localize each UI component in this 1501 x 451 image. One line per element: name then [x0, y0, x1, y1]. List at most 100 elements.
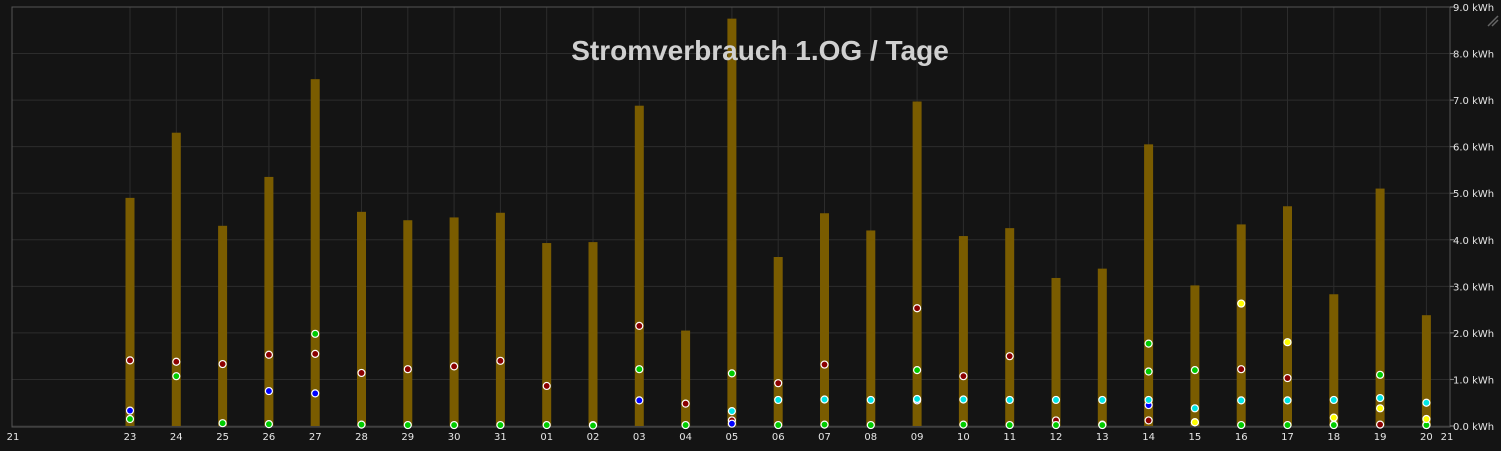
- data-point: [1098, 420, 1107, 430]
- data-point: [774, 420, 783, 430]
- data-point: [820, 395, 829, 404]
- bar: [727, 18, 737, 427]
- x-tick-label: 29: [401, 432, 414, 443]
- data-point: [1375, 393, 1385, 403]
- data-point: [1422, 398, 1431, 407]
- x-tick-label: 05: [726, 432, 739, 443]
- data-point: [218, 359, 227, 369]
- data-point: [1144, 416, 1153, 425]
- x-tick-label: 16: [1235, 432, 1248, 443]
- data-point: [125, 414, 135, 424]
- x-tick-label: 08: [864, 432, 877, 443]
- bar: [1190, 285, 1200, 426]
- y-tick-label: 3.0 kWh: [1453, 282, 1494, 293]
- data-point: [866, 420, 875, 430]
- points: [125, 299, 1431, 430]
- x-tick-label: 14: [1142, 432, 1155, 443]
- bar: [1144, 144, 1154, 427]
- y-tick-label: 0.0 kWh: [1453, 422, 1494, 433]
- data-point: [820, 360, 829, 369]
- data-point: [912, 304, 922, 313]
- data-point: [1375, 370, 1385, 379]
- data-point: [1422, 414, 1431, 424]
- x-tick-label: 10: [957, 432, 970, 443]
- bar: [1097, 268, 1107, 426]
- x-tick-label: 25: [216, 432, 229, 443]
- data-point: [1144, 395, 1153, 405]
- bar: [495, 212, 505, 426]
- data-point: [1237, 299, 1246, 308]
- data-point: [959, 395, 968, 404]
- data-point: [172, 372, 181, 381]
- bar: [125, 197, 135, 426]
- data-point: [264, 420, 273, 429]
- data-point: [1283, 338, 1292, 347]
- x-tick-label: 31: [494, 432, 507, 443]
- data-point: [1329, 420, 1338, 430]
- data-point: [1237, 396, 1246, 405]
- data-point: [1051, 420, 1061, 430]
- bar: [171, 132, 181, 426]
- data-point: [1237, 365, 1246, 374]
- data-point: [357, 420, 366, 429]
- bar: [357, 211, 366, 426]
- bar: [449, 217, 459, 426]
- data-point: [959, 420, 968, 429]
- data-point: [1283, 396, 1292, 405]
- x-tick-label: 07: [818, 432, 831, 443]
- data-point: [635, 321, 644, 331]
- x-tick-label: 28: [355, 432, 368, 443]
- x-tick-label: 23: [124, 432, 137, 443]
- data-point: [542, 381, 551, 391]
- y-axis: 0.0 kWh 1.0 kWh 2.0 kWh 3.0 kWh 4.0 kWh 5.0 k…: [1450, 3, 1494, 433]
- data-point: [727, 407, 737, 416]
- data-point: [820, 420, 829, 429]
- bar: [1375, 188, 1385, 426]
- bar: [912, 101, 922, 426]
- data-point: [218, 419, 227, 428]
- y-tick-label: 6.0 kWh: [1453, 143, 1494, 154]
- x-tick-label: 13: [1096, 432, 1109, 443]
- resize-handle-icon[interactable]: [1487, 15, 1499, 27]
- data-point: [1329, 413, 1338, 422]
- bar: [1329, 294, 1339, 426]
- bar: [820, 213, 829, 426]
- bar: [773, 257, 783, 426]
- bar: [218, 225, 228, 426]
- data-point: [172, 357, 181, 366]
- data-point: [912, 394, 922, 404]
- x-tick-label: 12: [1050, 432, 1063, 443]
- data-point: [125, 406, 135, 415]
- data-point: [588, 421, 598, 430]
- data-point: [450, 420, 459, 430]
- data-point: [1375, 420, 1385, 429]
- data-point: [1283, 420, 1292, 430]
- y-tick-label: 7.0 kWh: [1453, 96, 1494, 107]
- data-point: [1329, 395, 1338, 405]
- data-point: [496, 420, 505, 430]
- x-axis: 23 24 25 26 27 28 29 30 31 01 02 03 04 05 06 07 08 09 10 11…: [7, 432, 1454, 443]
- data-point: [727, 419, 737, 428]
- x-tick-label: 26: [263, 432, 276, 443]
- data-point: [774, 395, 783, 405]
- data-point: [1005, 395, 1014, 405]
- y-tick-label: 4.0 kWh: [1453, 236, 1494, 247]
- data-point: [912, 366, 922, 375]
- data-point: [357, 368, 366, 378]
- data-point: [774, 379, 783, 388]
- x-tick-label: 18: [1327, 432, 1340, 443]
- data-point: [959, 372, 968, 381]
- x-tick-label: 15: [1189, 432, 1202, 443]
- data-point: [403, 420, 412, 430]
- bar: [681, 330, 691, 426]
- data-point: [727, 369, 737, 378]
- data-point: [1144, 367, 1153, 376]
- bar: [310, 79, 320, 427]
- bar: [403, 220, 413, 426]
- data-point: [1283, 373, 1292, 383]
- bar: [588, 242, 598, 426]
- data-point: [635, 396, 644, 405]
- data-point: [635, 365, 644, 374]
- bar: [1005, 228, 1015, 426]
